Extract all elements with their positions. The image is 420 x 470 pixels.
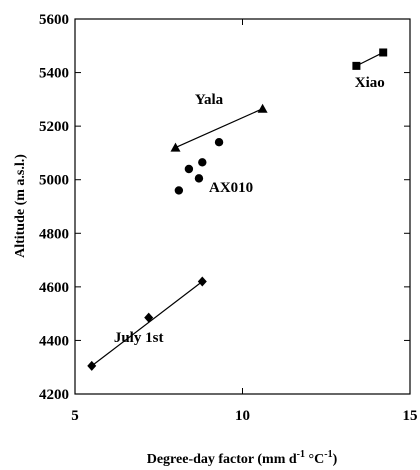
x-axis-title-main: Degree-day factor (mm d xyxy=(147,452,297,467)
data-point xyxy=(352,61,361,70)
data-point xyxy=(198,158,207,167)
data-point xyxy=(197,276,207,287)
fit-line xyxy=(175,108,263,149)
data-point xyxy=(144,312,154,323)
y-tick-label: 5200 xyxy=(39,119,69,135)
x-tick-label: 5 xyxy=(71,408,79,424)
series-label: July 1st xyxy=(114,330,164,346)
y-axis: 4200 4400 4600 4800 5000 5200 5400 5600 xyxy=(39,12,410,403)
data-point xyxy=(87,360,97,371)
y-tick-label: 4200 xyxy=(39,387,69,403)
x-axis-title-end: ) xyxy=(333,452,338,467)
y-tick-label: 4800 xyxy=(39,226,69,242)
x-axis-title-sup1: -1 xyxy=(297,449,305,460)
y-tick-label: 5600 xyxy=(39,12,69,28)
x-tick-label: 10 xyxy=(235,408,250,424)
y-axis-title: Altitude (m a.s.l.) xyxy=(13,154,28,258)
series-ax010: AX010 xyxy=(174,138,253,196)
data-point xyxy=(174,186,184,195)
data-point xyxy=(257,103,268,113)
data-point xyxy=(170,142,181,152)
x-axis-title-sup2: -1 xyxy=(324,449,332,460)
data-point xyxy=(194,174,204,183)
y-tick-label: 5000 xyxy=(39,173,69,189)
series-layer: Xiao Yala AX010 July 1st xyxy=(87,48,388,371)
x-axis-title: Degree-day factor (mm d-1 °C-1) xyxy=(147,449,338,467)
x-tick-label: 15 xyxy=(403,408,418,424)
series-label: Yala xyxy=(195,92,224,108)
data-point xyxy=(184,164,194,174)
series-label: Xiao xyxy=(355,75,385,91)
y-tick-label: 4600 xyxy=(39,280,69,296)
y-tick-label: 5400 xyxy=(39,66,69,82)
series-xiao: Xiao xyxy=(352,48,388,91)
fit-line xyxy=(91,281,203,367)
fit-line xyxy=(356,51,384,67)
series-label: AX010 xyxy=(209,180,253,196)
data-point xyxy=(214,138,224,147)
series-yala: Yala xyxy=(170,92,268,152)
x-axis: 5 10 15 xyxy=(71,19,418,424)
series-july-1st: July 1st xyxy=(87,276,207,371)
x-axis-title-mid: °C xyxy=(305,452,324,467)
y-tick-label: 4400 xyxy=(39,333,69,349)
data-point xyxy=(379,48,388,57)
